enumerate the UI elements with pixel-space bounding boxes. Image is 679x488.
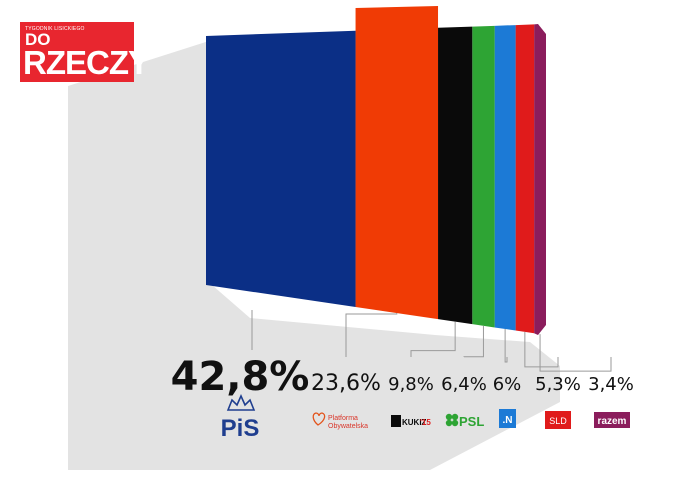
leader-line-po [345,313,398,357]
bar-pis [206,30,356,307]
bars-group [206,6,546,335]
bar-razem [534,24,546,335]
leader-line-psl [463,325,484,358]
po-logo-line2: Obywatelska [328,423,368,430]
value-labels: 42,8% 23,6% 9,8% 6,4% 6% 5,3% 3,4% [171,354,634,400]
kukiz-logo-text: KUKIZ [402,418,427,427]
sld-logo-box [545,411,571,429]
bar-sld [515,24,535,334]
bar-n [494,25,516,331]
po-logo-line1: Platforma [328,415,358,422]
brand-do: DO [25,30,51,49]
leader-line-razem [539,334,612,372]
brand-name: RZECZY [23,44,150,81]
kukiz-k-box [391,415,401,427]
n-logo-text: .N [503,415,513,426]
value-label-sld: 5,3% [535,374,581,395]
pis-logo: PiS [221,394,260,442]
leader-lines [251,309,612,372]
sld-logo: SLD [545,411,571,429]
value-label-razem: 3,4% [588,374,634,395]
razem-logo-box [594,412,630,428]
kukiz-logo-number: '15 [420,418,431,427]
value-label-pis: 42,8% [171,354,310,400]
heart-icon [312,412,326,426]
chart-shadow [68,40,560,470]
psl-logo-text: PSL [459,414,484,429]
bar-po [355,6,439,320]
brand-logo: TYGODNIK LISICKIEGO DO RZECZY [20,22,150,82]
bar-psl [472,25,495,328]
leader-line-kukiz [410,321,456,357]
n-logo-box [499,409,516,428]
psl-logo: PSL [445,413,484,429]
value-label-po: 23,6% [311,371,381,396]
razem-logo: razem [594,412,630,428]
leader-line-sld [524,331,559,368]
leader-line-n [504,328,508,363]
bar-kukiz [438,26,473,325]
n-logo: .N [499,409,516,428]
razem-logo-text: razem [598,416,627,427]
clover-icon [445,413,459,427]
value-label-n: 6% [493,374,522,395]
crown-icon [226,394,256,411]
value-label-kukiz: 9,8% [388,374,434,395]
sld-logo-text: SLD [549,416,567,426]
brand-tagline: TYGODNIK LISICKIEGO [25,26,85,32]
po-logo: Platforma Obywatelska [312,412,368,430]
kukiz-logo: KUKIZ '15 [391,415,431,427]
pis-logo-text: PiS [221,415,260,442]
value-label-psl: 6,4% [441,374,487,395]
